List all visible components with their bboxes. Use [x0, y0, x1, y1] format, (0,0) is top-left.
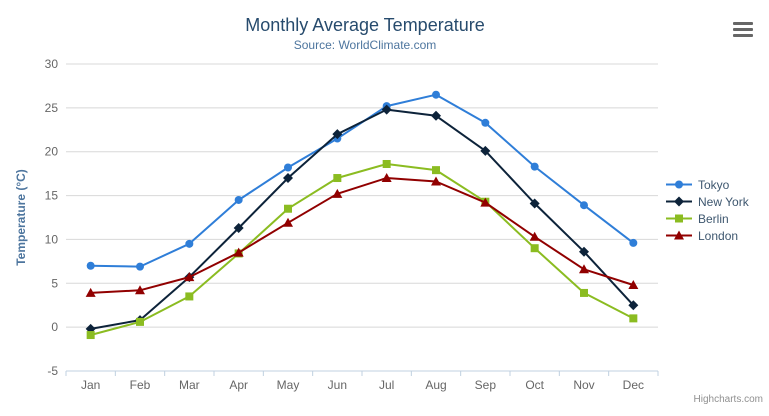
hamburger-bars-icon [733, 34, 753, 37]
data-point-tokyo-dec[interactable] [629, 238, 638, 247]
chart-subtitle: Source: WorldClimate.com [293, 38, 437, 52]
data-point-new-york-apr[interactable] [233, 223, 244, 234]
data-point-london-oct[interactable] [529, 231, 540, 241]
x-axis-label: Sep [475, 378, 497, 392]
x-axis-label: Oct [525, 378, 544, 392]
y-axis-label: -5 [47, 364, 58, 378]
x-axis-label: Jun [328, 378, 347, 392]
data-point-new-york-sep[interactable] [480, 145, 491, 156]
data-point-new-york-aug[interactable] [431, 110, 441, 121]
x-axis-label: Jan [81, 378, 100, 392]
data-point-berlin-jun[interactable] [333, 174, 342, 183]
legend-symbol-marker[interactable] [674, 196, 684, 207]
legend-symbol-marker[interactable] [675, 214, 683, 223]
data-point-new-york-oct[interactable] [529, 198, 540, 209]
data-point-new-york-jul[interactable] [381, 104, 392, 115]
y-axis-label: 0 [51, 320, 58, 334]
data-point-london-may[interactable] [283, 217, 293, 227]
data-point-new-york-dec[interactable] [628, 300, 639, 311]
data-point-london-aug[interactable] [431, 176, 441, 186]
series-london-line [89, 177, 635, 294]
x-axis-label: Nov [573, 378, 594, 392]
legend-diamond-icon [666, 196, 692, 207]
series-tokyo-line [89, 93, 635, 268]
data-point-new-york-jun[interactable] [332, 129, 343, 140]
x-axis-label: Mar [179, 378, 200, 392]
hamburger-bars-icon [733, 28, 753, 31]
data-point-london-sep[interactable] [480, 197, 491, 207]
x-axis-label: May [277, 378, 300, 392]
data-point-tokyo-feb[interactable] [136, 262, 144, 271]
y-axis-label: 15 [45, 189, 59, 203]
legend-circle-icon [666, 180, 692, 189]
data-point-london-mar[interactable] [184, 272, 195, 282]
data-point-london-jul[interactable] [381, 173, 392, 183]
x-axis-label: Apr [229, 378, 248, 392]
data-point-tokyo-mar[interactable] [185, 239, 194, 248]
y-axis-label: 25 [45, 101, 59, 115]
data-point-london-feb[interactable] [135, 285, 145, 295]
legend-triangle-icon [666, 230, 692, 240]
export-menu-button[interactable] [729, 19, 757, 41]
data-point-berlin-oct[interactable] [530, 244, 539, 253]
data-point-berlin-jan[interactable] [86, 331, 95, 340]
x-axis-label: Aug [425, 378, 446, 392]
series-berlin-line [89, 163, 635, 336]
series-new-york-line [89, 108, 635, 330]
legend-item-tokyo[interactable]: Tokyo [665, 176, 749, 193]
y-axis-label: 20 [45, 145, 59, 159]
data-point-london-apr[interactable] [233, 247, 244, 257]
y-axis-title: Temperature (°C) [14, 169, 28, 266]
data-point-tokyo-may[interactable] [284, 163, 292, 172]
data-point-tokyo-jan[interactable] [86, 261, 95, 270]
data-point-berlin-mar[interactable] [185, 292, 194, 301]
data-point-tokyo-nov[interactable] [580, 201, 588, 210]
data-point-berlin-jul[interactable] [382, 159, 391, 168]
legend-symbol-marker[interactable] [674, 230, 684, 240]
hamburger-bars-icon [733, 22, 753, 25]
data-point-berlin-nov[interactable] [580, 288, 588, 297]
data-point-berlin-may[interactable] [284, 204, 292, 213]
legend-symbol-marker[interactable] [675, 180, 683, 189]
legend-label: London [698, 228, 739, 243]
x-axis-label: Jul [379, 378, 394, 392]
data-point-london-jan[interactable] [85, 287, 96, 297]
x-axis-label: Feb [130, 378, 151, 392]
legend-item-berlin[interactable]: Berlin [665, 210, 749, 227]
y-axis-label: 5 [51, 276, 58, 290]
data-point-london-nov[interactable] [579, 264, 589, 274]
data-point-berlin-dec[interactable] [629, 314, 638, 323]
legend: Tokyo New York Berlin London [665, 176, 749, 244]
y-axis-label: 10 [45, 232, 59, 246]
data-point-tokyo-apr[interactable] [234, 195, 243, 204]
legend-label: New York [698, 194, 749, 209]
data-point-berlin-aug[interactable] [432, 166, 440, 175]
data-point-berlin-feb[interactable] [136, 317, 144, 326]
y-axis-label: 30 [45, 57, 59, 71]
data-point-new-york-nov[interactable] [579, 246, 589, 257]
credits-link[interactable]: Highcharts.com [693, 394, 763, 405]
data-point-london-jun[interactable] [332, 188, 343, 198]
data-point-tokyo-aug[interactable] [432, 90, 440, 99]
chart-title: Monthly Average Temperature [245, 15, 485, 35]
legend-label: Berlin [698, 211, 729, 226]
legend-square-icon [666, 214, 692, 223]
x-axis-label: Dec [623, 378, 644, 392]
legend-item-new-york[interactable]: New York [665, 193, 749, 210]
legend-label: Tokyo [698, 177, 730, 192]
data-point-new-york-may[interactable] [283, 173, 293, 184]
data-point-london-dec[interactable] [628, 280, 639, 290]
data-point-tokyo-sep[interactable] [481, 118, 490, 127]
data-point-tokyo-oct[interactable] [530, 162, 539, 171]
legend-item-london[interactable]: London [665, 227, 749, 244]
